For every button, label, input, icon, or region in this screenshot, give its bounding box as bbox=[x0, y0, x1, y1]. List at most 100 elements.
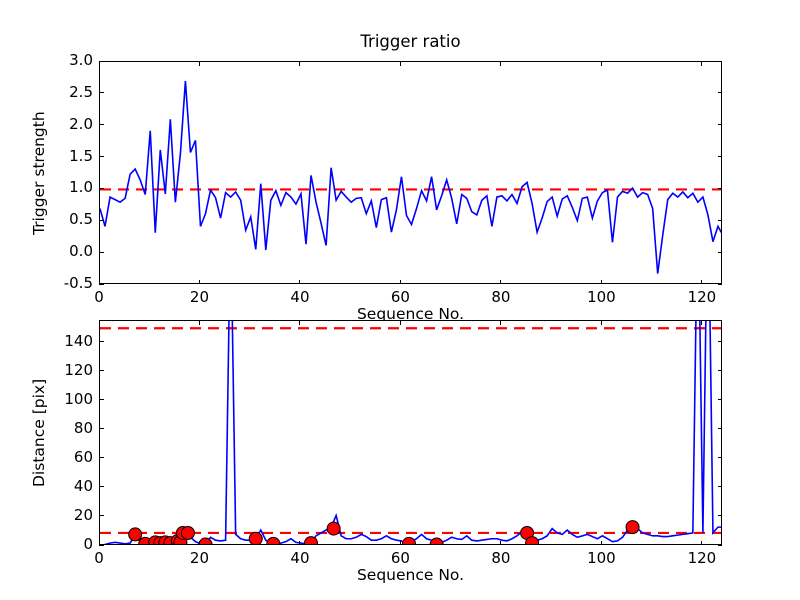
marker-point bbox=[429, 537, 444, 544]
marker-point bbox=[180, 525, 195, 540]
x-tick-label: 0 bbox=[94, 288, 104, 306]
x-tick bbox=[701, 279, 703, 284]
x-tick bbox=[198, 279, 200, 284]
marker-point bbox=[326, 521, 341, 536]
y-tick bbox=[717, 219, 722, 221]
marker-point bbox=[401, 536, 416, 544]
bottom-chart-plot-area bbox=[99, 320, 722, 545]
x-tick bbox=[98, 279, 100, 284]
y-tick-label: 3.0 bbox=[69, 51, 93, 69]
x-tick-label: 20 bbox=[189, 549, 210, 567]
y-tick bbox=[99, 428, 104, 430]
x-tick bbox=[500, 279, 502, 284]
bottom-chart-clip bbox=[100, 321, 721, 544]
y-tick bbox=[717, 428, 722, 430]
x-tick bbox=[600, 320, 602, 325]
x-tick-label: 20 bbox=[189, 288, 210, 306]
y-tick bbox=[99, 341, 104, 343]
y-tick bbox=[717, 156, 722, 158]
y-tick bbox=[99, 124, 104, 126]
y-tick bbox=[717, 515, 722, 517]
y-tick bbox=[717, 399, 722, 401]
y-tick bbox=[99, 544, 104, 546]
top-chart-xlabel: Sequence No. bbox=[356, 305, 465, 323]
y-tick-label: 1.5 bbox=[69, 146, 93, 165]
y-tick-label: 100 bbox=[64, 389, 93, 408]
marker-point bbox=[304, 536, 319, 544]
x-tick bbox=[600, 279, 602, 284]
y-tick-label: 120 bbox=[64, 360, 93, 379]
y-tick-label: -0.5 bbox=[63, 274, 93, 292]
y-tick bbox=[717, 60, 722, 62]
y-tick bbox=[99, 219, 104, 221]
x-tick-label: 0 bbox=[94, 549, 104, 567]
marker-point bbox=[128, 527, 143, 542]
x-tick bbox=[701, 540, 703, 545]
x-tick bbox=[701, 320, 703, 325]
bottom-chart-xlabel: Sequence No. bbox=[356, 566, 465, 584]
y-tick bbox=[99, 486, 104, 488]
y-tick bbox=[717, 187, 722, 189]
top-chart-svg bbox=[100, 81, 721, 274]
y-tick bbox=[99, 251, 104, 253]
x-tick bbox=[98, 320, 100, 325]
y-tick-label: 2.0 bbox=[69, 114, 93, 133]
y-tick-label: 60 bbox=[73, 447, 93, 466]
y-tick bbox=[99, 283, 104, 285]
x-tick-label: 40 bbox=[290, 288, 310, 306]
x-tick bbox=[500, 61, 502, 66]
marker-point bbox=[625, 520, 640, 535]
x-tick bbox=[198, 540, 200, 545]
y-tick-label: 2.5 bbox=[69, 82, 93, 101]
x-tick-label: 100 bbox=[587, 549, 616, 567]
y-tick bbox=[717, 283, 722, 285]
top-chart-clip bbox=[100, 62, 721, 283]
x-tick bbox=[399, 320, 401, 325]
x-tick bbox=[299, 320, 301, 325]
y-tick-label: 0.0 bbox=[69, 242, 93, 261]
x-tick bbox=[600, 61, 602, 66]
x-tick bbox=[500, 320, 502, 325]
y-tick-label: 20 bbox=[73, 505, 93, 524]
x-tick bbox=[299, 279, 301, 284]
y-tick bbox=[99, 457, 104, 459]
y-tick bbox=[99, 370, 104, 372]
x-tick bbox=[299, 61, 301, 66]
x-tick bbox=[399, 279, 401, 284]
x-tick-label: 120 bbox=[687, 288, 717, 306]
x-tick bbox=[299, 540, 301, 545]
x-tick bbox=[198, 61, 200, 66]
series-line-0 bbox=[103, 321, 721, 544]
y-tick bbox=[717, 486, 722, 488]
top-chart-title: Trigger ratio bbox=[360, 32, 461, 51]
flagged-points bbox=[128, 520, 640, 544]
top-chart-plot-area bbox=[99, 61, 722, 284]
x-tick-label: 60 bbox=[390, 549, 410, 567]
y-tick bbox=[717, 370, 722, 372]
y-tick-label: 0 bbox=[83, 535, 93, 553]
x-tick-label: 80 bbox=[491, 549, 511, 567]
y-tick bbox=[99, 92, 104, 94]
y-tick bbox=[99, 60, 104, 62]
y-tick bbox=[717, 124, 722, 126]
y-tick bbox=[717, 544, 722, 546]
y-tick bbox=[99, 187, 104, 189]
y-tick bbox=[717, 341, 722, 343]
marker-point bbox=[525, 536, 540, 544]
y-tick-label: 40 bbox=[73, 476, 93, 495]
x-tick bbox=[701, 61, 703, 66]
bottom-chart-svg bbox=[100, 321, 721, 544]
y-tick-label: 80 bbox=[73, 418, 93, 437]
y-tick-label: 1.0 bbox=[69, 178, 93, 197]
y-tick bbox=[99, 156, 104, 158]
y-tick bbox=[99, 515, 104, 517]
y-tick bbox=[717, 92, 722, 94]
y-tick bbox=[717, 251, 722, 253]
x-tick-label: 40 bbox=[290, 549, 310, 567]
marker-point bbox=[266, 536, 281, 544]
series-line-0 bbox=[100, 81, 721, 274]
marker-point bbox=[198, 537, 213, 544]
x-tick-label: 100 bbox=[587, 288, 616, 306]
marker-point bbox=[248, 531, 263, 544]
